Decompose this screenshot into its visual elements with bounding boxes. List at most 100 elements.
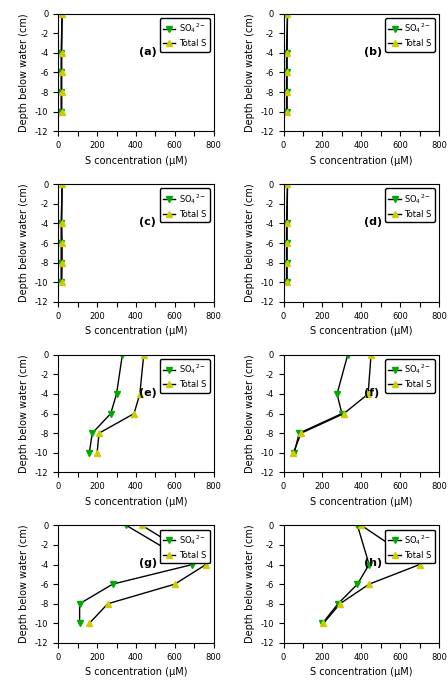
Total S xyxy=(96,429,102,437)
SO$_4$$^{2-}$ xyxy=(334,390,340,398)
Legend: SO$_4$$^{2-}$, Total S: SO$_4$$^{2-}$, Total S xyxy=(159,529,210,563)
SO$_4$$^{2-}$ xyxy=(366,560,372,568)
SO$_4$$^{2-}$ xyxy=(284,68,289,77)
SO$_4$$^{2-}$ xyxy=(59,107,64,116)
X-axis label: S concentration (μM): S concentration (μM) xyxy=(85,497,187,507)
SO$_4$$^{2-}$ xyxy=(110,580,115,588)
SO$_4$$^{2-}$ xyxy=(355,521,360,529)
Y-axis label: Depth below water (cm): Depth below water (cm) xyxy=(245,354,255,473)
X-axis label: S concentration (μM): S concentration (μM) xyxy=(85,667,187,677)
Total S xyxy=(60,259,65,267)
Total S xyxy=(59,88,65,96)
X-axis label: S concentration (μM): S concentration (μM) xyxy=(310,497,413,507)
Total S xyxy=(285,180,290,188)
Line: Total S: Total S xyxy=(58,181,65,286)
SO$_4$$^{2-}$ xyxy=(59,239,64,247)
Y-axis label: Depth below water (cm): Depth below water (cm) xyxy=(245,525,255,644)
SO$_4$$^{2-}$ xyxy=(77,600,82,608)
Total S xyxy=(368,351,374,359)
SO$_4$$^{2-}$ xyxy=(320,619,325,627)
SO$_4$$^{2-}$ xyxy=(297,429,302,437)
SO$_4$$^{2-}$ xyxy=(108,410,113,418)
Total S xyxy=(298,429,304,437)
SO$_4$$^{2-}$ xyxy=(190,560,195,568)
Line: Total S: Total S xyxy=(58,10,65,115)
Total S xyxy=(141,351,146,359)
Total S xyxy=(59,49,65,57)
SO$_4$$^{2-}$ xyxy=(284,259,289,267)
Text: (e): (e) xyxy=(139,388,157,397)
Legend: SO$_4$$^{2-}$, Total S: SO$_4$$^{2-}$, Total S xyxy=(159,188,210,222)
SO$_4$$^{2-}$ xyxy=(284,49,289,57)
Total S xyxy=(172,580,177,588)
SO$_4$$^{2-}$ xyxy=(90,429,95,437)
Text: (c): (c) xyxy=(139,217,156,227)
Legend: SO$_4$$^{2-}$, Total S: SO$_4$$^{2-}$, Total S xyxy=(159,359,210,393)
Text: (g): (g) xyxy=(139,558,157,568)
Legend: SO$_4$$^{2-}$, Total S: SO$_4$$^{2-}$, Total S xyxy=(385,529,435,563)
Total S xyxy=(59,220,65,228)
X-axis label: S concentration (μM): S concentration (μM) xyxy=(310,155,413,166)
SO$_4$$^{2-}$ xyxy=(60,10,65,18)
Total S xyxy=(366,580,372,588)
Line: SO$_4$$^{2-}$: SO$_4$$^{2-}$ xyxy=(283,181,291,286)
Total S xyxy=(86,619,92,627)
Legend: SO$_4$$^{2-}$, Total S: SO$_4$$^{2-}$, Total S xyxy=(385,188,435,222)
Total S xyxy=(60,239,65,247)
Line: Total S: Total S xyxy=(284,181,291,286)
Total S xyxy=(284,49,290,57)
Total S xyxy=(284,88,290,96)
Total S xyxy=(337,600,343,608)
Total S xyxy=(284,68,290,77)
Text: (f): (f) xyxy=(364,388,380,397)
Total S xyxy=(139,521,144,529)
Line: Total S: Total S xyxy=(86,522,209,627)
Total S xyxy=(137,390,142,398)
Line: SO$_4$$^{2-}$: SO$_4$$^{2-}$ xyxy=(291,352,351,456)
Total S xyxy=(284,239,290,247)
Line: SO$_4$$^{2-}$: SO$_4$$^{2-}$ xyxy=(283,10,291,115)
Total S xyxy=(285,10,290,18)
Total S xyxy=(284,220,290,228)
SO$_4$$^{2-}$ xyxy=(335,600,340,608)
Y-axis label: Depth below water (cm): Depth below water (cm) xyxy=(19,525,30,644)
Y-axis label: Depth below water (cm): Depth below water (cm) xyxy=(19,13,30,132)
Total S xyxy=(59,278,65,287)
SO$_4$$^{2-}$ xyxy=(292,449,297,457)
SO$_4$$^{2-}$ xyxy=(345,351,350,359)
X-axis label: S concentration (μM): S concentration (μM) xyxy=(85,155,187,166)
Y-axis label: Depth below water (cm): Depth below water (cm) xyxy=(19,184,30,302)
Line: SO$_4$$^{2-}$: SO$_4$$^{2-}$ xyxy=(319,522,373,627)
Y-axis label: Depth below water (cm): Depth below water (cm) xyxy=(19,354,30,473)
SO$_4$$^{2-}$ xyxy=(59,68,64,77)
SO$_4$$^{2-}$ xyxy=(284,220,289,228)
Legend: SO$_4$$^{2-}$, Total S: SO$_4$$^{2-}$, Total S xyxy=(385,18,435,51)
Line: Total S: Total S xyxy=(94,352,147,456)
SO$_4$$^{2-}$ xyxy=(124,521,129,529)
SO$_4$$^{2-}$ xyxy=(114,390,119,398)
Total S xyxy=(95,449,100,457)
Total S xyxy=(291,449,296,457)
X-axis label: S concentration (μM): S concentration (μM) xyxy=(310,326,413,336)
Total S xyxy=(105,600,111,608)
SO$_4$$^{2-}$ xyxy=(284,88,289,96)
Total S xyxy=(131,410,137,418)
Total S xyxy=(417,560,422,568)
SO$_4$$^{2-}$ xyxy=(284,107,289,116)
Line: Total S: Total S xyxy=(284,10,291,115)
SO$_4$$^{2-}$ xyxy=(284,239,289,247)
SO$_4$$^{2-}$ xyxy=(285,10,290,18)
SO$_4$$^{2-}$ xyxy=(59,88,64,96)
X-axis label: S concentration (μM): S concentration (μM) xyxy=(85,326,187,336)
SO$_4$$^{2-}$ xyxy=(86,449,92,457)
SO$_4$$^{2-}$ xyxy=(355,580,360,588)
SO$_4$$^{2-}$ xyxy=(59,49,64,57)
Text: (a): (a) xyxy=(139,47,157,57)
Total S xyxy=(284,259,290,267)
Line: SO$_4$$^{2-}$: SO$_4$$^{2-}$ xyxy=(86,352,126,456)
SO$_4$$^{2-}$ xyxy=(60,180,65,188)
Total S xyxy=(359,521,364,529)
SO$_4$$^{2-}$ xyxy=(285,180,290,188)
Line: Total S: Total S xyxy=(290,352,375,456)
Text: (d): (d) xyxy=(364,217,383,227)
